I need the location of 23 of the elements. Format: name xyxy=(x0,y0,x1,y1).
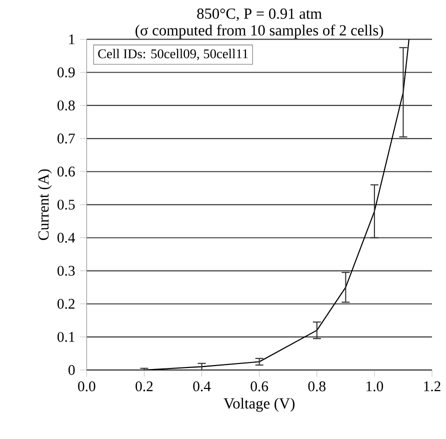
x-tick-label: 1.0 xyxy=(366,381,384,392)
y-tick-label: 0.4 xyxy=(58,232,76,243)
x-tick-label: 0.6 xyxy=(250,381,268,392)
x-tick-label: 0.4 xyxy=(193,381,211,392)
y-axis-title: Current (A) xyxy=(38,169,52,240)
y-tick-label: 0.5 xyxy=(58,200,75,210)
x-tick-label: 0.2 xyxy=(136,381,153,392)
chart-title: 850°C, P = 0.91 atm xyxy=(197,8,322,22)
y-tick-label: 0.1 xyxy=(58,332,74,342)
annotation: Cell IDs: 50cell09, 50cell11 xyxy=(98,48,248,60)
x-tick-label: 0.8 xyxy=(308,381,326,392)
y-tick-label: 0.2 xyxy=(58,298,74,309)
chart-subtitle: (σ computed from 10 samples of 2 cells) xyxy=(136,24,384,39)
y-tick-label: 0.8 xyxy=(58,100,75,110)
y-tick-label: 0.3 xyxy=(58,266,75,276)
x-tick-label: 1.2 xyxy=(424,381,440,392)
y-tick-label: 0.6 xyxy=(58,166,75,177)
x-tick-label: 0.0 xyxy=(78,381,96,392)
y-tick-label: 0 xyxy=(68,365,75,375)
x-axis-title: Voltage (V) xyxy=(224,398,295,412)
y-tick-label: 0.7 xyxy=(58,134,75,144)
y-tick-label: 0.9 xyxy=(58,67,75,78)
y-tick-label: 1 xyxy=(69,34,74,44)
